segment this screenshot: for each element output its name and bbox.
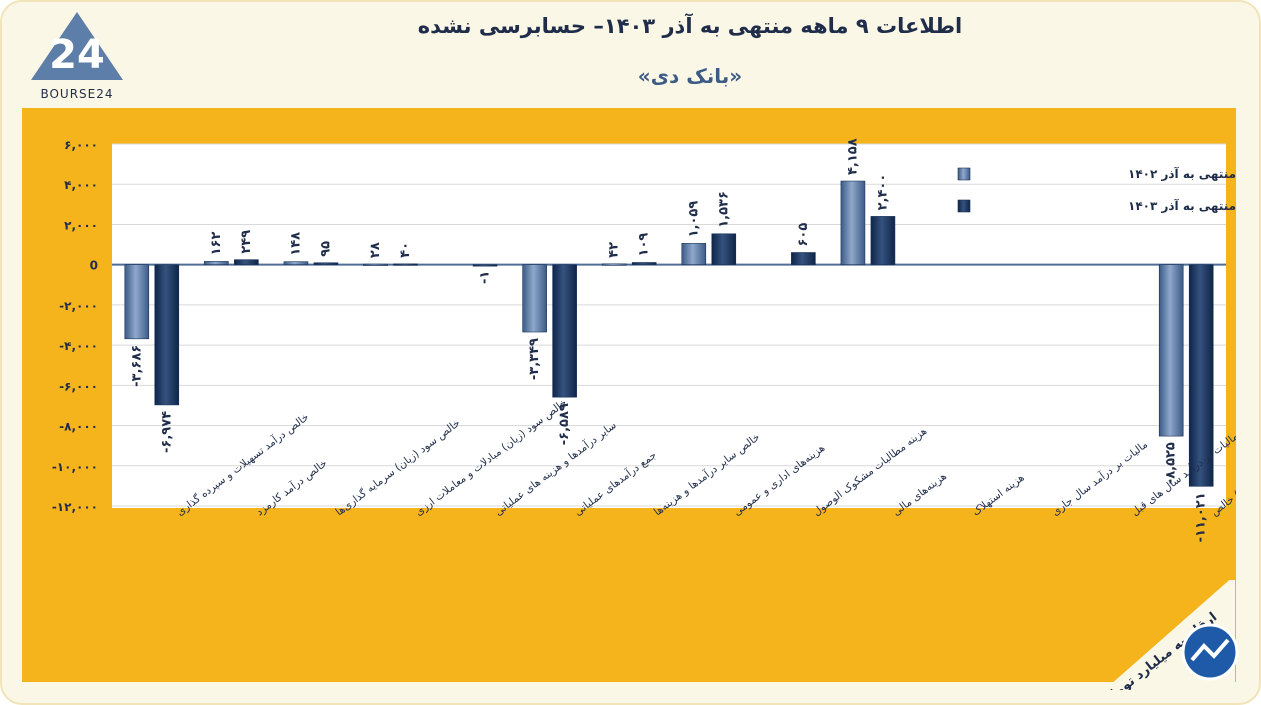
data-label: ۲۴۹: [239, 230, 254, 254]
y-tick-label: ۶,۰۰۰: [64, 138, 98, 152]
y-tick-label: -۲,۰۰۰: [59, 299, 98, 313]
bar-1403: [472, 264, 498, 267]
bar-1403: [1188, 264, 1214, 487]
data-label: -۱: [478, 271, 493, 284]
data-label: ۲,۴۰۰: [875, 174, 890, 211]
legend-swatch: [957, 199, 971, 213]
data-label: ۱۴۸: [288, 232, 303, 256]
legend-label: عملکرد منتهی به آذر ۱۴۰۲: [1128, 166, 1236, 181]
data-label: ۲۸: [368, 242, 383, 258]
data-label: ۱,۰۵۹: [686, 201, 701, 238]
y-tick-label: 0: [90, 259, 98, 273]
bar-1403: [393, 263, 418, 266]
bar-chart: ۶,۰۰۰ ۴,۰۰۰ ۲,۰۰۰ 0 -۲,۰۰۰ -۴,۰۰۰ -۶,۰۰۰ -۸,۰۰۰…: [52, 138, 1236, 542]
chart-panel: ۶,۰۰۰ ۴,۰۰۰ ۲,۰۰۰ 0 -۲,۰۰۰ -۴,۰۰۰ -۶,۰۰۰ -۸,۰۰۰…: [22, 108, 1236, 682]
data-label: -۶,۵۸۹: [557, 403, 572, 445]
bar-1403: [631, 262, 657, 265]
data-label: ۶۰۵: [796, 223, 811, 247]
y-tick-label: ۴,۰۰۰: [64, 178, 98, 192]
y-tick-label: -۱۰,۰۰۰: [52, 460, 98, 474]
bar-1403: [313, 262, 339, 265]
bar-1403: [870, 216, 896, 265]
bar-1402: [124, 264, 150, 340]
bar-1403: [234, 259, 259, 265]
data-label: ۹۵: [318, 241, 333, 257]
bar-1403: [791, 252, 816, 265]
y-tick-label: ۲,۰۰۰: [64, 218, 98, 232]
bar-1402: [681, 243, 707, 265]
bar-1402: [204, 261, 229, 265]
bar-1402: [840, 180, 866, 265]
data-label: -۳,۳۴۹: [527, 338, 542, 380]
page-subtitle: «بانک دی»: [637, 64, 743, 88]
legend: عملکرد منتهی به آذر ۱۴۰۲ عملکرد منتهی به …: [957, 166, 1236, 213]
data-label: ۴۲: [607, 242, 622, 258]
page-title: اطلاعات ۹ ماهه منتهی به آذر ۱۴۰۳– حسابرس…: [417, 14, 963, 38]
y-tick-label: -۱۲,۰۰۰: [52, 500, 98, 514]
data-label: ۱۰۹: [637, 233, 652, 257]
y-tick-label: -۸,۰۰۰: [59, 420, 98, 434]
data-label: -۸,۵۲۵: [1164, 442, 1179, 484]
logo-text: BOURSE24: [40, 87, 113, 101]
y-axis: ۶,۰۰۰ ۴,۰۰۰ ۲,۰۰۰ 0 -۲,۰۰۰ -۴,۰۰۰ -۶,۰۰۰ -۸,۰۰۰…: [52, 138, 98, 514]
bar-1402: [522, 264, 547, 333]
bars: -۳,۶۸۶ ۱۶۲ ۱۴۸ ۲۸ -۳,۳۴۹ ۴۲ ۱,۰۵۹ ۴,۱۵۸ -۸,۵۲۵ -۶…: [124, 138, 1214, 542]
data-label: ۱۶۲: [209, 232, 224, 256]
data-label: ۱,۵۳۶: [716, 191, 731, 228]
legend-label: عملکرد منتهی به آذر ۱۴۰۳: [1128, 198, 1236, 213]
bar-1402: [283, 261, 309, 265]
svg-text:24: 24: [49, 32, 105, 78]
legend-swatch: [957, 167, 971, 181]
y-tick-label: -۴,۰۰۰: [59, 339, 98, 353]
bar-1403: [154, 264, 180, 406]
data-label: ۴,۱۵۸: [845, 138, 860, 175]
bar-1403: [711, 233, 737, 265]
y-tick-label: -۶,۰۰۰: [59, 379, 98, 393]
data-label: ۴۰: [398, 242, 413, 258]
bourse24-logo: 24 BOURSE24: [31, 12, 123, 101]
plot-area: [112, 144, 1226, 508]
data-label: -۶,۹۷۴: [159, 411, 174, 453]
bar-1403: [552, 264, 577, 398]
unit-note-badge: ارقام به میلیارد تومان: [1100, 580, 1239, 690]
bar-1402: [601, 263, 627, 266]
bar-1402: [363, 263, 388, 266]
data-label: -۱۱,۰۲۱: [1194, 492, 1209, 542]
bar-1402: [1158, 264, 1184, 437]
data-label: -۳,۶۸۶: [129, 345, 144, 387]
